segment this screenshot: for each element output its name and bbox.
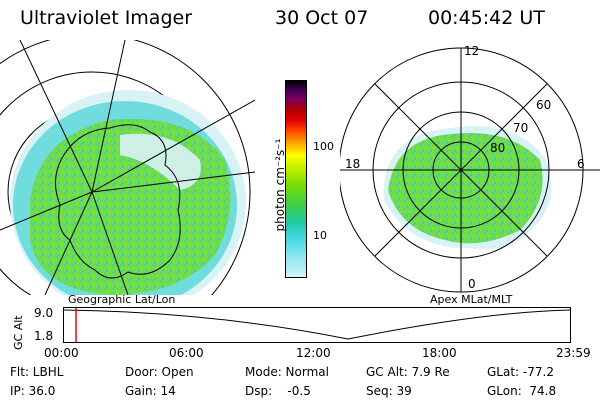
info-mode: Mode: Normal [245, 365, 329, 379]
timeline-xtick: 06:00 [169, 346, 204, 360]
info-seq: Seq: 39 [366, 384, 412, 398]
left-panel-label: Geographic Lat/Lon [68, 293, 176, 306]
info-glon: GLon: 74.8 [487, 384, 557, 398]
info-flt: Flt: LBHL [10, 365, 64, 379]
mlt-label-6: 6 [577, 157, 585, 171]
timeline-ylabel: GC Alt [12, 315, 25, 350]
mlt-label-18: 18 [345, 157, 361, 171]
apex-polar-plot [340, 47, 600, 293]
mlt-label-12: 12 [464, 44, 480, 58]
info-gain: Gain: 14 [125, 384, 176, 398]
colorbar-unit-label: photon cm⁻²s⁻¹ [273, 138, 287, 232]
orbit-altitude-curve [63, 309, 571, 340]
info-gcalt: GC Alt: 7.9 Re [366, 365, 450, 379]
meridian-line [91, 191, 129, 295]
time-label: 00:45:42 UT [428, 7, 545, 29]
timeline-plot [63, 307, 571, 343]
mlat-label-60: 60 [536, 98, 552, 112]
timeline-ytick-9: 9.0 [34, 306, 54, 320]
meridian-line [19, 40, 93, 193]
continent-outline [55, 124, 181, 279]
meridian-line [0, 191, 93, 231]
meridian-line [91, 99, 255, 193]
aurora-green-region [388, 133, 543, 244]
timeline-xtick: 12:00 [296, 346, 331, 360]
geographic-map [0, 40, 255, 295]
info-ip: IP: 36.0 [10, 384, 56, 398]
right-panel-label: Apex MLat/MLT [430, 293, 513, 306]
mlat-label-80: 80 [490, 141, 506, 155]
meridian-line [91, 40, 126, 193]
meridian-line [44, 191, 93, 295]
mlt-label-0: 0 [468, 277, 476, 291]
colorbar-tick-100: 100 [313, 140, 334, 153]
aurora-gap [120, 133, 201, 190]
timeline-xtick: 18:00 [422, 346, 457, 360]
info-door: Door: Open [125, 365, 194, 379]
colorbar-tick-10: 10 [313, 229, 327, 242]
latitude-circle [0, 40, 251, 295]
colorbar [285, 80, 307, 278]
timeline-ytick-1-8: 1.8 [34, 329, 54, 343]
timeline-xtick: 00:00 [44, 346, 79, 360]
info-dsp: Dsp: -0.5 [245, 384, 311, 398]
info-glat: GLat: -77.2 [487, 365, 554, 379]
date-label: 30 Oct 07 [275, 7, 369, 29]
meridian-line [91, 171, 255, 193]
timeline-xtick: 23:59 [556, 346, 591, 360]
app-title: Ultraviolet Imager [20, 7, 193, 29]
mlat-label-70: 70 [513, 121, 529, 135]
mlt-spoke [374, 83, 548, 257]
